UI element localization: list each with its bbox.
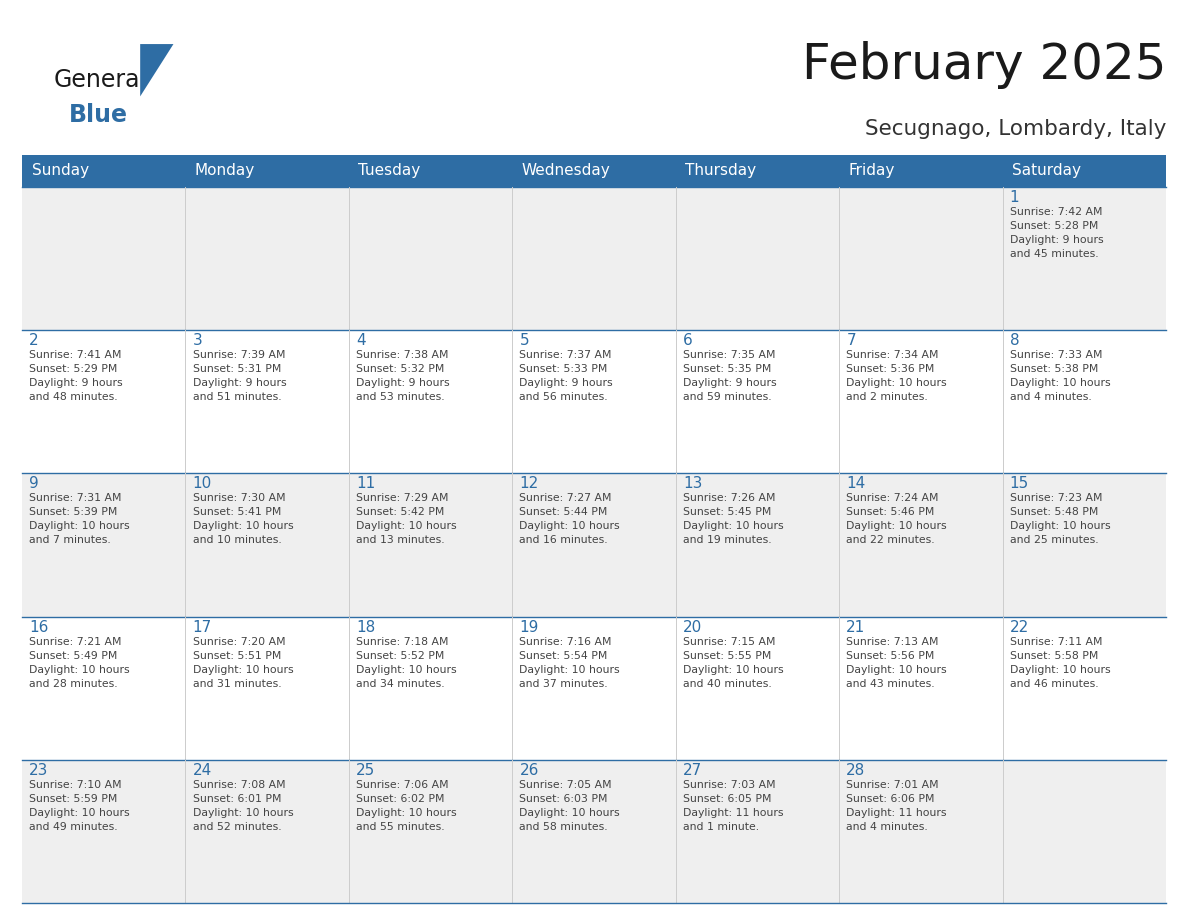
Text: Sunrise: 7:27 AM
Sunset: 5:44 PM
Daylight: 10 hours
and 16 minutes.: Sunrise: 7:27 AM Sunset: 5:44 PM Dayligh… <box>519 493 620 545</box>
Text: 26: 26 <box>519 763 539 778</box>
Text: Sunrise: 7:35 AM
Sunset: 5:35 PM
Daylight: 9 hours
and 59 minutes.: Sunrise: 7:35 AM Sunset: 5:35 PM Dayligh… <box>683 350 777 402</box>
Text: Sunrise: 7:31 AM
Sunset: 5:39 PM
Daylight: 10 hours
and 7 minutes.: Sunrise: 7:31 AM Sunset: 5:39 PM Dayligh… <box>30 493 129 545</box>
Text: 9: 9 <box>30 476 39 491</box>
Text: 8: 8 <box>1010 333 1019 348</box>
Text: 14: 14 <box>846 476 866 491</box>
Text: Wednesday: Wednesday <box>522 163 611 178</box>
Text: Tuesday: Tuesday <box>359 163 421 178</box>
Bar <box>23 155 1165 187</box>
Text: Sunrise: 7:20 AM
Sunset: 5:51 PM
Daylight: 10 hours
and 31 minutes.: Sunrise: 7:20 AM Sunset: 5:51 PM Dayligh… <box>192 636 293 688</box>
Text: Sunrise: 7:38 AM
Sunset: 5:32 PM
Daylight: 9 hours
and 53 minutes.: Sunrise: 7:38 AM Sunset: 5:32 PM Dayligh… <box>356 350 449 402</box>
Text: 2: 2 <box>30 333 39 348</box>
Text: February 2025: February 2025 <box>802 41 1167 89</box>
Text: 11: 11 <box>356 476 375 491</box>
Text: Sunrise: 7:26 AM
Sunset: 5:45 PM
Daylight: 10 hours
and 19 minutes.: Sunrise: 7:26 AM Sunset: 5:45 PM Dayligh… <box>683 493 783 545</box>
Text: Sunrise: 7:37 AM
Sunset: 5:33 PM
Daylight: 9 hours
and 56 minutes.: Sunrise: 7:37 AM Sunset: 5:33 PM Dayligh… <box>519 350 613 402</box>
Text: 16: 16 <box>30 620 49 634</box>
Text: Secugnago, Lombardy, Italy: Secugnago, Lombardy, Italy <box>865 119 1167 140</box>
Text: General: General <box>53 68 146 92</box>
Text: Sunrise: 7:34 AM
Sunset: 5:36 PM
Daylight: 10 hours
and 2 minutes.: Sunrise: 7:34 AM Sunset: 5:36 PM Dayligh… <box>846 350 947 402</box>
Text: Sunrise: 7:05 AM
Sunset: 6:03 PM
Daylight: 10 hours
and 58 minutes.: Sunrise: 7:05 AM Sunset: 6:03 PM Dayligh… <box>519 779 620 832</box>
Text: 24: 24 <box>192 763 211 778</box>
Text: Sunrise: 7:30 AM
Sunset: 5:41 PM
Daylight: 10 hours
and 10 minutes.: Sunrise: 7:30 AM Sunset: 5:41 PM Dayligh… <box>192 493 293 545</box>
Text: 21: 21 <box>846 620 866 634</box>
Text: Sunrise: 7:42 AM
Sunset: 5:28 PM
Daylight: 9 hours
and 45 minutes.: Sunrise: 7:42 AM Sunset: 5:28 PM Dayligh… <box>1010 207 1104 259</box>
Text: Blue: Blue <box>69 103 128 127</box>
Text: Sunrise: 7:24 AM
Sunset: 5:46 PM
Daylight: 10 hours
and 22 minutes.: Sunrise: 7:24 AM Sunset: 5:46 PM Dayligh… <box>846 493 947 545</box>
Text: 17: 17 <box>192 620 211 634</box>
Text: 20: 20 <box>683 620 702 634</box>
Text: Sunrise: 7:29 AM
Sunset: 5:42 PM
Daylight: 10 hours
and 13 minutes.: Sunrise: 7:29 AM Sunset: 5:42 PM Dayligh… <box>356 493 456 545</box>
Text: Sunrise: 7:01 AM
Sunset: 6:06 PM
Daylight: 11 hours
and 4 minutes.: Sunrise: 7:01 AM Sunset: 6:06 PM Dayligh… <box>846 779 947 832</box>
Text: 5: 5 <box>519 333 529 348</box>
Text: 18: 18 <box>356 620 375 634</box>
Bar <box>23 760 1165 903</box>
Text: 22: 22 <box>1010 620 1029 634</box>
Text: Sunrise: 7:08 AM
Sunset: 6:01 PM
Daylight: 10 hours
and 52 minutes.: Sunrise: 7:08 AM Sunset: 6:01 PM Dayligh… <box>192 779 293 832</box>
Text: Sunrise: 7:03 AM
Sunset: 6:05 PM
Daylight: 11 hours
and 1 minute.: Sunrise: 7:03 AM Sunset: 6:05 PM Dayligh… <box>683 779 783 832</box>
Text: Sunrise: 7:15 AM
Sunset: 5:55 PM
Daylight: 10 hours
and 40 minutes.: Sunrise: 7:15 AM Sunset: 5:55 PM Dayligh… <box>683 636 783 688</box>
Polygon shape <box>140 44 173 96</box>
Text: 13: 13 <box>683 476 702 491</box>
Text: Sunrise: 7:16 AM
Sunset: 5:54 PM
Daylight: 10 hours
and 37 minutes.: Sunrise: 7:16 AM Sunset: 5:54 PM Dayligh… <box>519 636 620 688</box>
Text: 7: 7 <box>846 333 855 348</box>
Bar <box>23 330 1165 474</box>
Text: Sunrise: 7:10 AM
Sunset: 5:59 PM
Daylight: 10 hours
and 49 minutes.: Sunrise: 7:10 AM Sunset: 5:59 PM Dayligh… <box>30 779 129 832</box>
Text: Friday: Friday <box>848 163 895 178</box>
Bar <box>23 187 1165 330</box>
Text: 1: 1 <box>1010 190 1019 205</box>
Text: Sunrise: 7:41 AM
Sunset: 5:29 PM
Daylight: 9 hours
and 48 minutes.: Sunrise: 7:41 AM Sunset: 5:29 PM Dayligh… <box>30 350 122 402</box>
Text: 10: 10 <box>192 476 211 491</box>
Text: Thursday: Thursday <box>685 163 757 178</box>
Text: 12: 12 <box>519 476 538 491</box>
Text: 23: 23 <box>30 763 49 778</box>
Text: 19: 19 <box>519 620 539 634</box>
Text: Sunrise: 7:39 AM
Sunset: 5:31 PM
Daylight: 9 hours
and 51 minutes.: Sunrise: 7:39 AM Sunset: 5:31 PM Dayligh… <box>192 350 286 402</box>
Text: Monday: Monday <box>195 163 255 178</box>
Text: 3: 3 <box>192 333 202 348</box>
Text: Sunrise: 7:13 AM
Sunset: 5:56 PM
Daylight: 10 hours
and 43 minutes.: Sunrise: 7:13 AM Sunset: 5:56 PM Dayligh… <box>846 636 947 688</box>
Text: 6: 6 <box>683 333 693 348</box>
Text: Sunrise: 7:23 AM
Sunset: 5:48 PM
Daylight: 10 hours
and 25 minutes.: Sunrise: 7:23 AM Sunset: 5:48 PM Dayligh… <box>1010 493 1111 545</box>
Text: Sunday: Sunday <box>32 163 89 178</box>
Text: Sunrise: 7:11 AM
Sunset: 5:58 PM
Daylight: 10 hours
and 46 minutes.: Sunrise: 7:11 AM Sunset: 5:58 PM Dayligh… <box>1010 636 1111 688</box>
Text: 27: 27 <box>683 763 702 778</box>
Bar <box>23 474 1165 617</box>
Bar <box>23 617 1165 760</box>
Text: 4: 4 <box>356 333 366 348</box>
Text: 25: 25 <box>356 763 375 778</box>
Text: Sunrise: 7:06 AM
Sunset: 6:02 PM
Daylight: 10 hours
and 55 minutes.: Sunrise: 7:06 AM Sunset: 6:02 PM Dayligh… <box>356 779 456 832</box>
Text: Sunrise: 7:18 AM
Sunset: 5:52 PM
Daylight: 10 hours
and 34 minutes.: Sunrise: 7:18 AM Sunset: 5:52 PM Dayligh… <box>356 636 456 688</box>
Text: Sunrise: 7:33 AM
Sunset: 5:38 PM
Daylight: 10 hours
and 4 minutes.: Sunrise: 7:33 AM Sunset: 5:38 PM Dayligh… <box>1010 350 1111 402</box>
Text: 28: 28 <box>846 763 866 778</box>
Text: Saturday: Saturday <box>1012 163 1081 178</box>
Text: 15: 15 <box>1010 476 1029 491</box>
Text: Sunrise: 7:21 AM
Sunset: 5:49 PM
Daylight: 10 hours
and 28 minutes.: Sunrise: 7:21 AM Sunset: 5:49 PM Dayligh… <box>30 636 129 688</box>
